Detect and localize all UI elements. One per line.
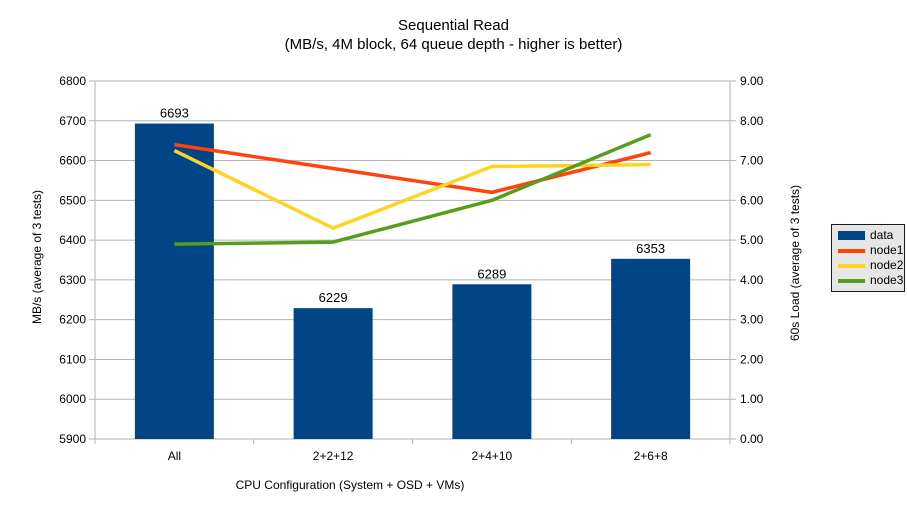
line-node1 [174,142,652,195]
x-axis-title: CPU Configuration (System + OSD + VMs) [235,478,465,492]
left-tick-label: 6000 [59,392,86,406]
left-tick-label: 6400 [59,233,86,247]
legend-item-node3: node3 [838,273,904,287]
left-axis-title: MB/s (average of 3 tests) [30,189,44,325]
legend-item-node2: node2 [838,258,904,272]
left-tick-label: 6500 [59,193,86,207]
legend-swatch-data [838,231,865,240]
legend-label: node3 [870,273,904,287]
legend-label: data [870,228,894,242]
left-tick-label: 6200 [59,313,86,327]
right-tick-label: 4.00 [740,273,764,287]
bar-All [134,123,214,439]
right-axis-title: 60s Load (average of 3 tests) [788,184,802,342]
left-tick-label: 6100 [59,352,86,366]
legend-label: node1 [870,243,904,257]
line-node2 [173,149,651,230]
left-tick-label: 6700 [59,114,86,128]
bar-value-label: 6289 [477,266,506,281]
legend-swatch-node1 [838,248,865,253]
category-label: 2+6+8 [634,449,668,463]
legend: data node1 node2 node3 [831,224,905,292]
chart-title: Sequential Read [398,17,509,34]
right-tick-label: 1.00 [740,392,764,406]
legend-swatch-node2 [838,263,865,268]
left-tick-label: 6300 [59,273,86,287]
left-tick-label: 6600 [59,154,86,168]
right-tick-label: 8.00 [740,114,764,128]
bar-value-label: 6353 [636,241,665,256]
right-tick-label: 6.00 [740,193,764,207]
bar-2+6+8 [611,258,691,439]
left-tick-label: 6800 [59,74,86,88]
legend-item-node1: node1 [838,243,904,257]
right-tick-label: 7.00 [740,154,764,168]
chart-subtitle: (MB/s, 4M block, 64 queue depth - higher… [284,36,623,53]
bar-2+2+12 [293,308,373,439]
right-tick-label: 9.00 [740,74,764,88]
bar-value-label: 6693 [160,106,189,121]
category-label: 2+2+12 [313,449,354,463]
line-node3 [174,133,652,246]
legend-item-data: data [838,229,902,242]
right-tick-label: 2.00 [740,352,764,366]
category-label: 2+4+10 [472,449,513,463]
bar-value-label: 6229 [319,290,348,305]
legend-label: node2 [870,258,904,272]
legend-swatch-node3 [838,278,865,283]
left-tick-label: 5900 [59,432,86,446]
right-tick-label: 5.00 [740,233,764,247]
right-tick-label: 3.00 [740,313,764,327]
bar-2+4+10 [452,284,532,439]
right-tick-label: 0.00 [740,432,764,446]
category-label: All [168,449,181,463]
